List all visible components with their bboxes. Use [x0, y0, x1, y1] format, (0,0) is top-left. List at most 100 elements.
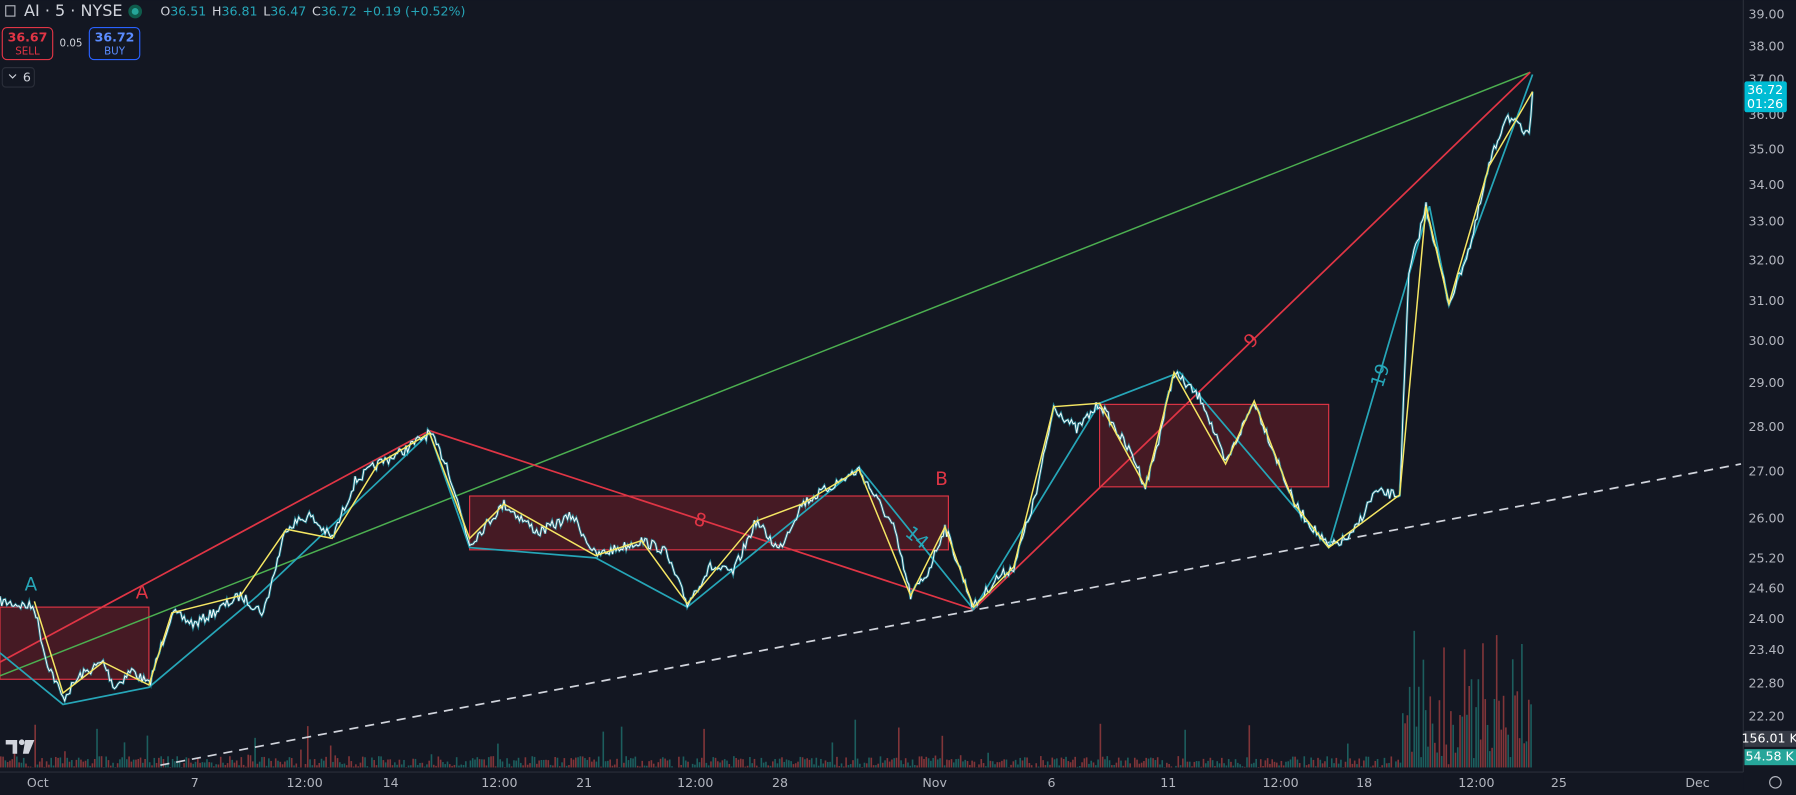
volume-bar — [54, 756, 57, 768]
volume-bar — [781, 757, 783, 768]
volume-bar — [1140, 762, 1143, 768]
volume-bar — [911, 759, 914, 768]
volume-bar — [627, 760, 630, 768]
volume-bar — [1312, 759, 1315, 768]
indicators-toggle-frame[interactable] — [1, 67, 35, 88]
volume-bar — [219, 756, 222, 768]
volume-bar — [547, 760, 550, 768]
volume-bar — [923, 758, 925, 768]
volume-bar — [1177, 756, 1180, 768]
volume-bar — [1438, 700, 1441, 768]
price-label: 34.00 — [1749, 177, 1785, 192]
volume-bar — [1324, 761, 1326, 768]
sell-button[interactable]: 36.67 SELL — [1, 26, 54, 61]
volume-bar — [898, 727, 900, 768]
volume-bar — [203, 762, 206, 768]
volume-bar — [162, 759, 165, 768]
price-path — [0, 91, 1534, 703]
volume-bar — [1042, 760, 1044, 768]
symbol[interactable]: AI · 5 · NYSE — [24, 1, 122, 20]
volume-bar — [1259, 759, 1262, 768]
volume-bar — [1411, 751, 1413, 768]
menu-icon[interactable] — [5, 5, 16, 17]
volume-bar — [1521, 643, 1523, 768]
volume-bar — [462, 764, 465, 768]
buy-price[interactable]: 36.72 — [95, 29, 135, 44]
volume-bar — [735, 758, 737, 768]
volume-bar — [1046, 761, 1049, 768]
volume-bar — [483, 759, 485, 768]
volume-bar — [859, 763, 861, 768]
volume-bar — [1179, 765, 1182, 768]
volume-bar — [895, 757, 898, 768]
volume-bar — [969, 764, 971, 768]
volume-bar — [217, 764, 220, 768]
volume-bar — [804, 759, 806, 768]
sell-button-frame[interactable] — [1, 26, 54, 61]
volume-bar — [952, 762, 955, 768]
buy-label[interactable]: BUY — [104, 46, 126, 58]
volume-bar — [943, 765, 946, 768]
volume-bar — [265, 765, 268, 768]
volume-bar — [439, 759, 442, 768]
volume-bar — [1230, 761, 1232, 768]
volume-bar — [737, 759, 740, 768]
chevron[interactable] — [8, 74, 17, 79]
price-label: 38.00 — [1749, 39, 1785, 54]
volume-bar — [1062, 758, 1065, 768]
volume-bar — [570, 758, 573, 768]
volume-bar — [407, 765, 410, 768]
volume-bar — [128, 756, 130, 768]
volume-bar — [526, 764, 529, 768]
volume-bar — [772, 761, 774, 768]
volume-bar — [726, 760, 728, 768]
settings-icon[interactable] — [1769, 776, 1782, 789]
volume-bar — [820, 758, 822, 768]
volume-bar — [1493, 699, 1496, 768]
volume-bar — [1072, 759, 1074, 768]
volume-bar — [875, 765, 877, 768]
volume-bar — [1221, 757, 1223, 768]
volume-bar — [1234, 759, 1237, 768]
volume-bar — [281, 764, 284, 768]
indicator-count[interactable]: 6 — [23, 69, 31, 84]
volume-bar — [684, 760, 687, 768]
volume-bar — [201, 762, 204, 768]
volume-bar — [1241, 766, 1244, 768]
buy-button[interactable]: 36.72 BUY — [88, 26, 141, 61]
volume-bar — [1035, 763, 1038, 768]
volume-bar — [320, 758, 323, 768]
buy-button-frame[interactable] — [88, 26, 141, 61]
ohlc-key: H — [212, 3, 221, 18]
sell-label[interactable]: SELL — [15, 46, 40, 58]
volume-bar — [105, 756, 107, 768]
volume-bar — [824, 760, 827, 768]
volume-bar — [396, 764, 398, 768]
volume-bar — [778, 758, 781, 768]
sell-price[interactable]: 36.67 — [8, 29, 48, 44]
volume-bar — [973, 761, 976, 768]
volume-bar — [432, 764, 435, 768]
volume-bar — [361, 756, 364, 768]
price-label: 32.00 — [1749, 253, 1785, 268]
volume-bar — [1408, 686, 1411, 768]
volume-bar — [808, 759, 811, 768]
volume-bar — [164, 764, 167, 768]
volume-bar — [1319, 759, 1322, 768]
volume-bar — [1266, 758, 1269, 768]
volume-bar — [1484, 699, 1487, 768]
indicators-toggle[interactable]: 6 — [1, 67, 35, 88]
volume-bar — [600, 766, 602, 768]
volume-bar — [91, 763, 94, 768]
volume-bar — [616, 758, 618, 768]
volume-bar — [27, 766, 30, 768]
volume-bar — [962, 761, 964, 768]
volume-bar — [151, 765, 153, 768]
volume-bar — [1028, 762, 1031, 768]
countdown: 01:26 — [1747, 96, 1783, 111]
range-box — [1099, 403, 1330, 488]
volume-bar — [197, 758, 199, 768]
volume-bar — [36, 764, 39, 768]
volume-bar — [783, 761, 786, 768]
